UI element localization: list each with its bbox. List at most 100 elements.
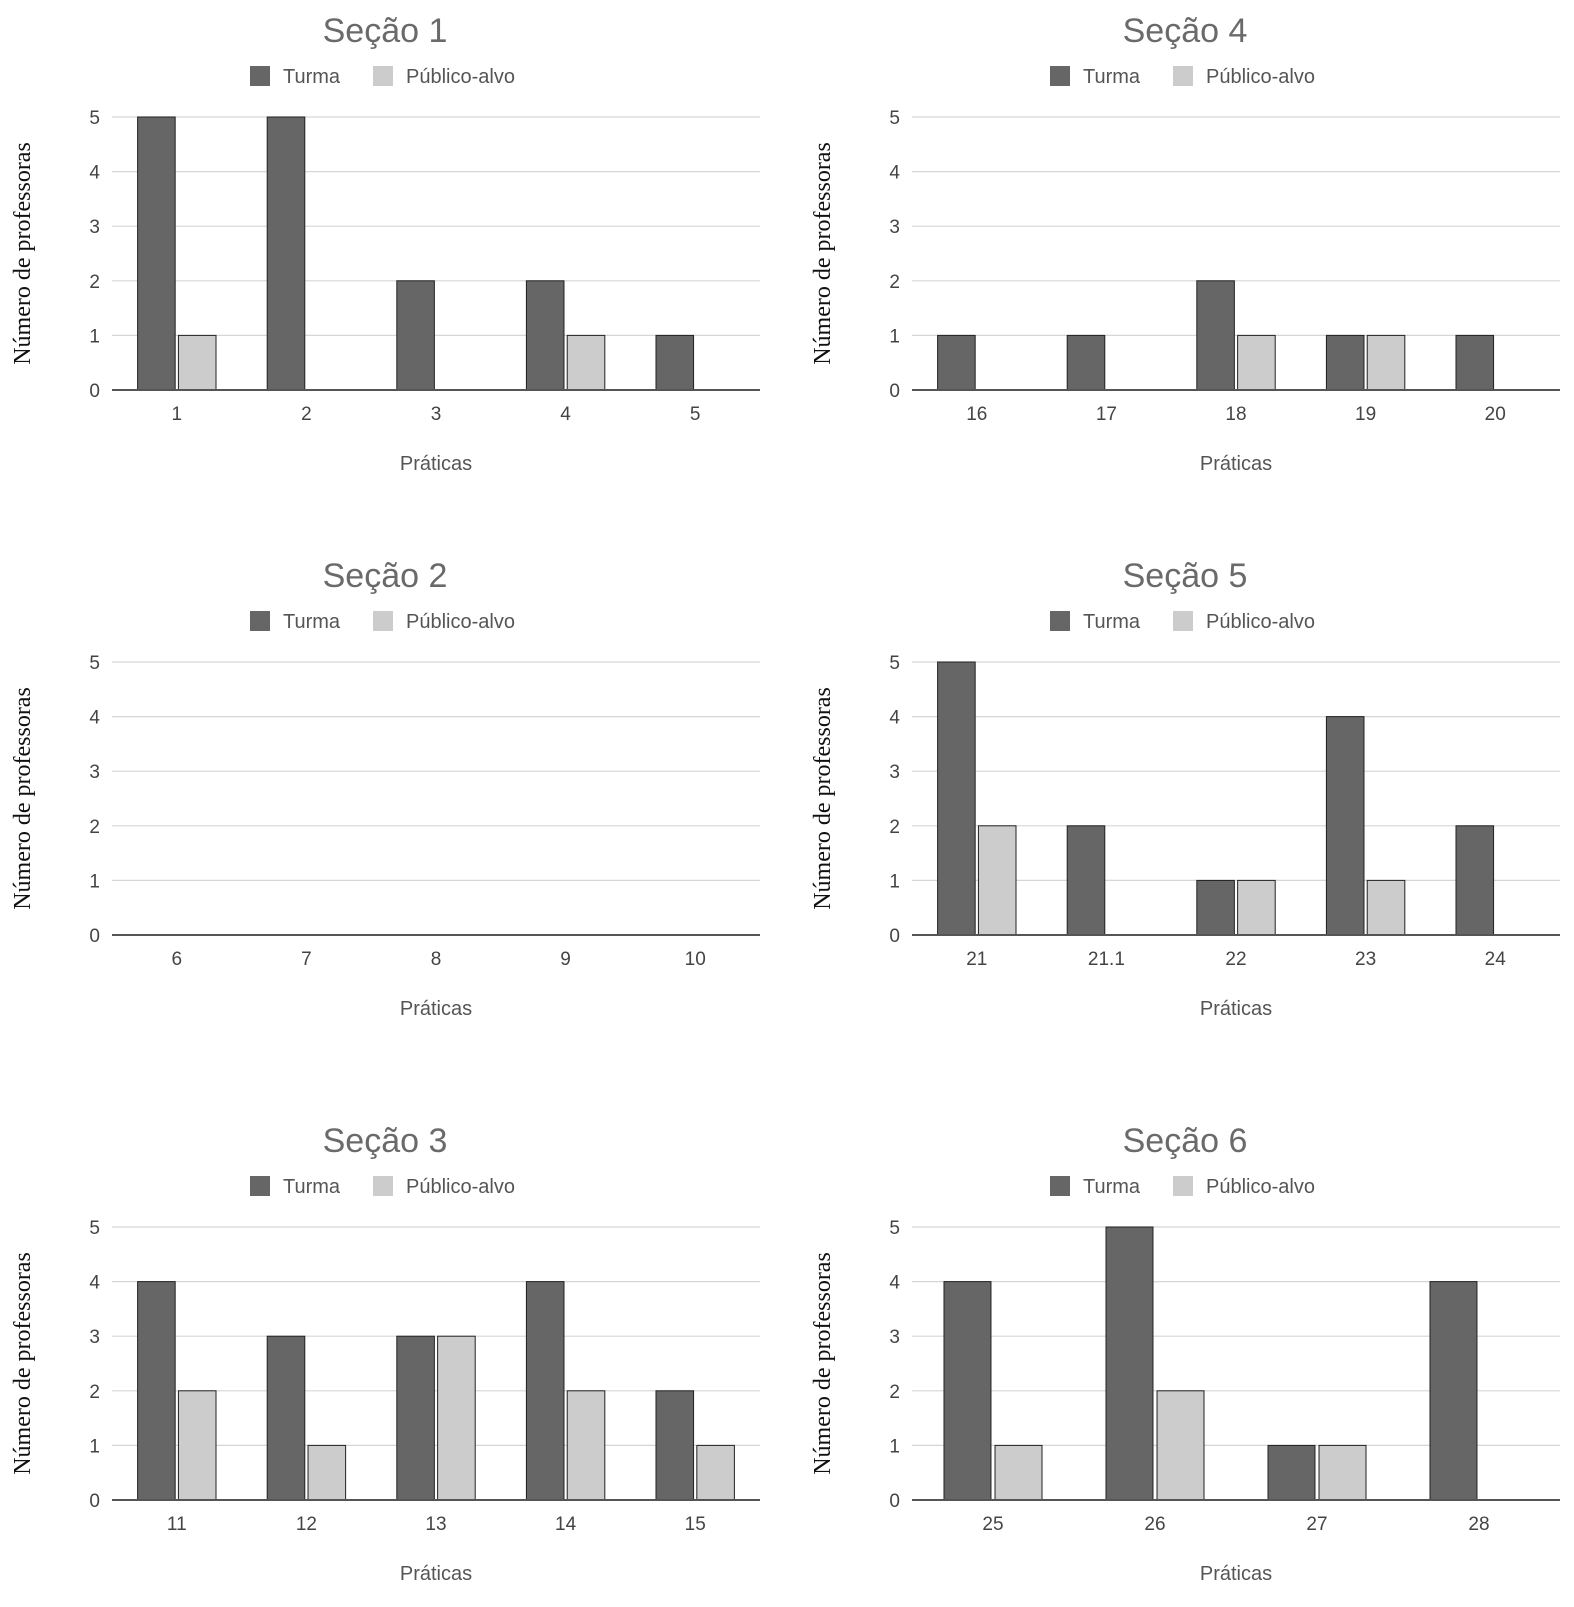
bar-turma xyxy=(1066,334,1106,391)
y-tick-label: 5 xyxy=(89,1218,100,1239)
x-tick-label: 1 xyxy=(172,404,183,425)
x-axis-label: Práticas xyxy=(1200,453,1272,475)
y-tick-label: 5 xyxy=(89,653,100,674)
bar-publico-alvo xyxy=(566,1390,606,1501)
y-tick-label: 3 xyxy=(89,762,100,783)
legend-swatch xyxy=(1173,611,1193,631)
legend-label: Turma xyxy=(1083,611,1141,633)
legend-label: Turma xyxy=(1083,1176,1141,1198)
legend-item: Turma xyxy=(250,66,341,88)
bar-turma xyxy=(1325,334,1365,391)
y-tick-label: 5 xyxy=(89,108,100,129)
legend-item: Turma xyxy=(1050,66,1141,88)
x-tick-label: 6 xyxy=(172,949,183,970)
legend-label: Público-alvo xyxy=(406,611,515,633)
legend-item: Público-alvo xyxy=(1173,66,1315,88)
y-axis-label: Número de professoras xyxy=(810,687,836,910)
y-tick-label: 4 xyxy=(89,708,100,729)
y-tick-label: 4 xyxy=(89,163,100,184)
bar-turma xyxy=(1455,825,1495,936)
x-tick-label: 21 xyxy=(966,949,987,970)
legend-label: Turma xyxy=(283,1176,341,1198)
bar-chart-3: Seção 2 Turma Público-alvo 0 1 2 3 4 5 6 7 8 9 10 Prát… xyxy=(10,557,760,1020)
bar-turma xyxy=(266,116,306,391)
y-tick-label: 0 xyxy=(889,1491,900,1512)
legend-swatch xyxy=(1050,611,1070,631)
y-tick-label: 0 xyxy=(89,1491,100,1512)
x-tick-label: 25 xyxy=(982,1514,1003,1535)
y-tick-label: 4 xyxy=(889,163,900,184)
x-tick-label: 15 xyxy=(685,1514,706,1535)
x-tick-label: 8 xyxy=(431,949,442,970)
y-tick-label: 2 xyxy=(89,1382,100,1403)
legend-item: Turma xyxy=(1050,1176,1141,1198)
legend-swatch xyxy=(1050,1176,1070,1196)
y-tick-label: 0 xyxy=(89,381,100,402)
x-tick-label: 9 xyxy=(560,949,571,970)
bar-publico-alvo xyxy=(566,334,606,391)
y-tick-label: 1 xyxy=(89,1436,100,1457)
x-tick-label: 20 xyxy=(1485,404,1506,425)
legend-item: Público-alvo xyxy=(373,611,515,633)
bar-turma xyxy=(1325,716,1365,936)
legend-label: Público-alvo xyxy=(406,1176,515,1198)
chart-legend: Turma Público-alvo xyxy=(250,66,515,88)
legend-item: Público-alvo xyxy=(1173,1176,1315,1198)
x-axis-label: Práticas xyxy=(1200,1563,1272,1585)
x-tick-label: 12 xyxy=(296,1514,317,1535)
bar-chart-1: Seção 1 Turma Público-alvo 0 1 2 3 4 5 1 2 3 4 5 Práti… xyxy=(10,12,760,475)
bar-turma xyxy=(137,116,176,391)
y-tick-label: 2 xyxy=(889,817,900,838)
chart-legend: Turma Público-alvo xyxy=(250,611,515,633)
x-tick-label: 14 xyxy=(555,1514,577,1535)
bar-publico-alvo xyxy=(1237,879,1276,936)
bar-turma xyxy=(1267,1444,1316,1501)
bar-publico-alvo xyxy=(696,1444,735,1501)
legend-swatch xyxy=(373,611,393,631)
bar-publico-alvo xyxy=(177,334,217,391)
legend-item: Público-alvo xyxy=(1173,611,1315,633)
chart-legend: Turma Público-alvo xyxy=(250,1176,515,1198)
bar-publico-alvo xyxy=(994,1444,1043,1501)
bar-publico-alvo xyxy=(977,825,1017,936)
x-axis-label: Práticas xyxy=(400,1563,472,1585)
bar-turma xyxy=(1429,1281,1478,1501)
bar-turma xyxy=(655,1390,695,1501)
legend-item: Público-alvo xyxy=(373,1176,515,1198)
y-tick-label: 4 xyxy=(89,1273,100,1294)
y-tick-label: 3 xyxy=(89,1327,100,1348)
legend-label: Turma xyxy=(1083,66,1141,88)
y-tick-label: 0 xyxy=(89,926,100,947)
legend-label: Turma xyxy=(283,611,341,633)
bar-turma xyxy=(525,280,565,391)
y-tick-label: 1 xyxy=(889,871,900,892)
x-tick-label: 17 xyxy=(1096,404,1117,425)
x-tick-label: 23 xyxy=(1355,949,1376,970)
bar-publico-alvo xyxy=(1318,1444,1367,1501)
chart-legend: Turma Público-alvo xyxy=(1050,611,1315,633)
y-tick-label: 0 xyxy=(889,926,900,947)
x-tick-label: 13 xyxy=(425,1514,446,1535)
legend-label: Público-alvo xyxy=(1206,611,1315,633)
y-tick-label: 3 xyxy=(89,217,100,238)
x-tick-label: 28 xyxy=(1468,1514,1489,1535)
bar-turma xyxy=(1066,825,1106,936)
y-tick-label: 3 xyxy=(889,217,900,238)
bar-publico-alvo xyxy=(437,1335,476,1501)
bar-turma xyxy=(266,1335,306,1501)
y-tick-label: 1 xyxy=(889,1436,900,1457)
y-axis-label: Número de professoras xyxy=(10,1252,36,1475)
chart-title: Seção 3 xyxy=(323,1122,448,1160)
y-tick-label: 5 xyxy=(889,108,900,129)
x-axis-label: Práticas xyxy=(400,998,472,1020)
y-tick-label: 2 xyxy=(89,817,100,838)
bar-publico-alvo xyxy=(1366,334,1406,391)
legend-label: Público-alvo xyxy=(1206,1176,1315,1198)
y-tick-label: 5 xyxy=(889,1218,900,1239)
x-tick-label: 10 xyxy=(685,949,706,970)
legend-item: Turma xyxy=(1050,611,1141,633)
x-tick-label: 22 xyxy=(1225,949,1246,970)
